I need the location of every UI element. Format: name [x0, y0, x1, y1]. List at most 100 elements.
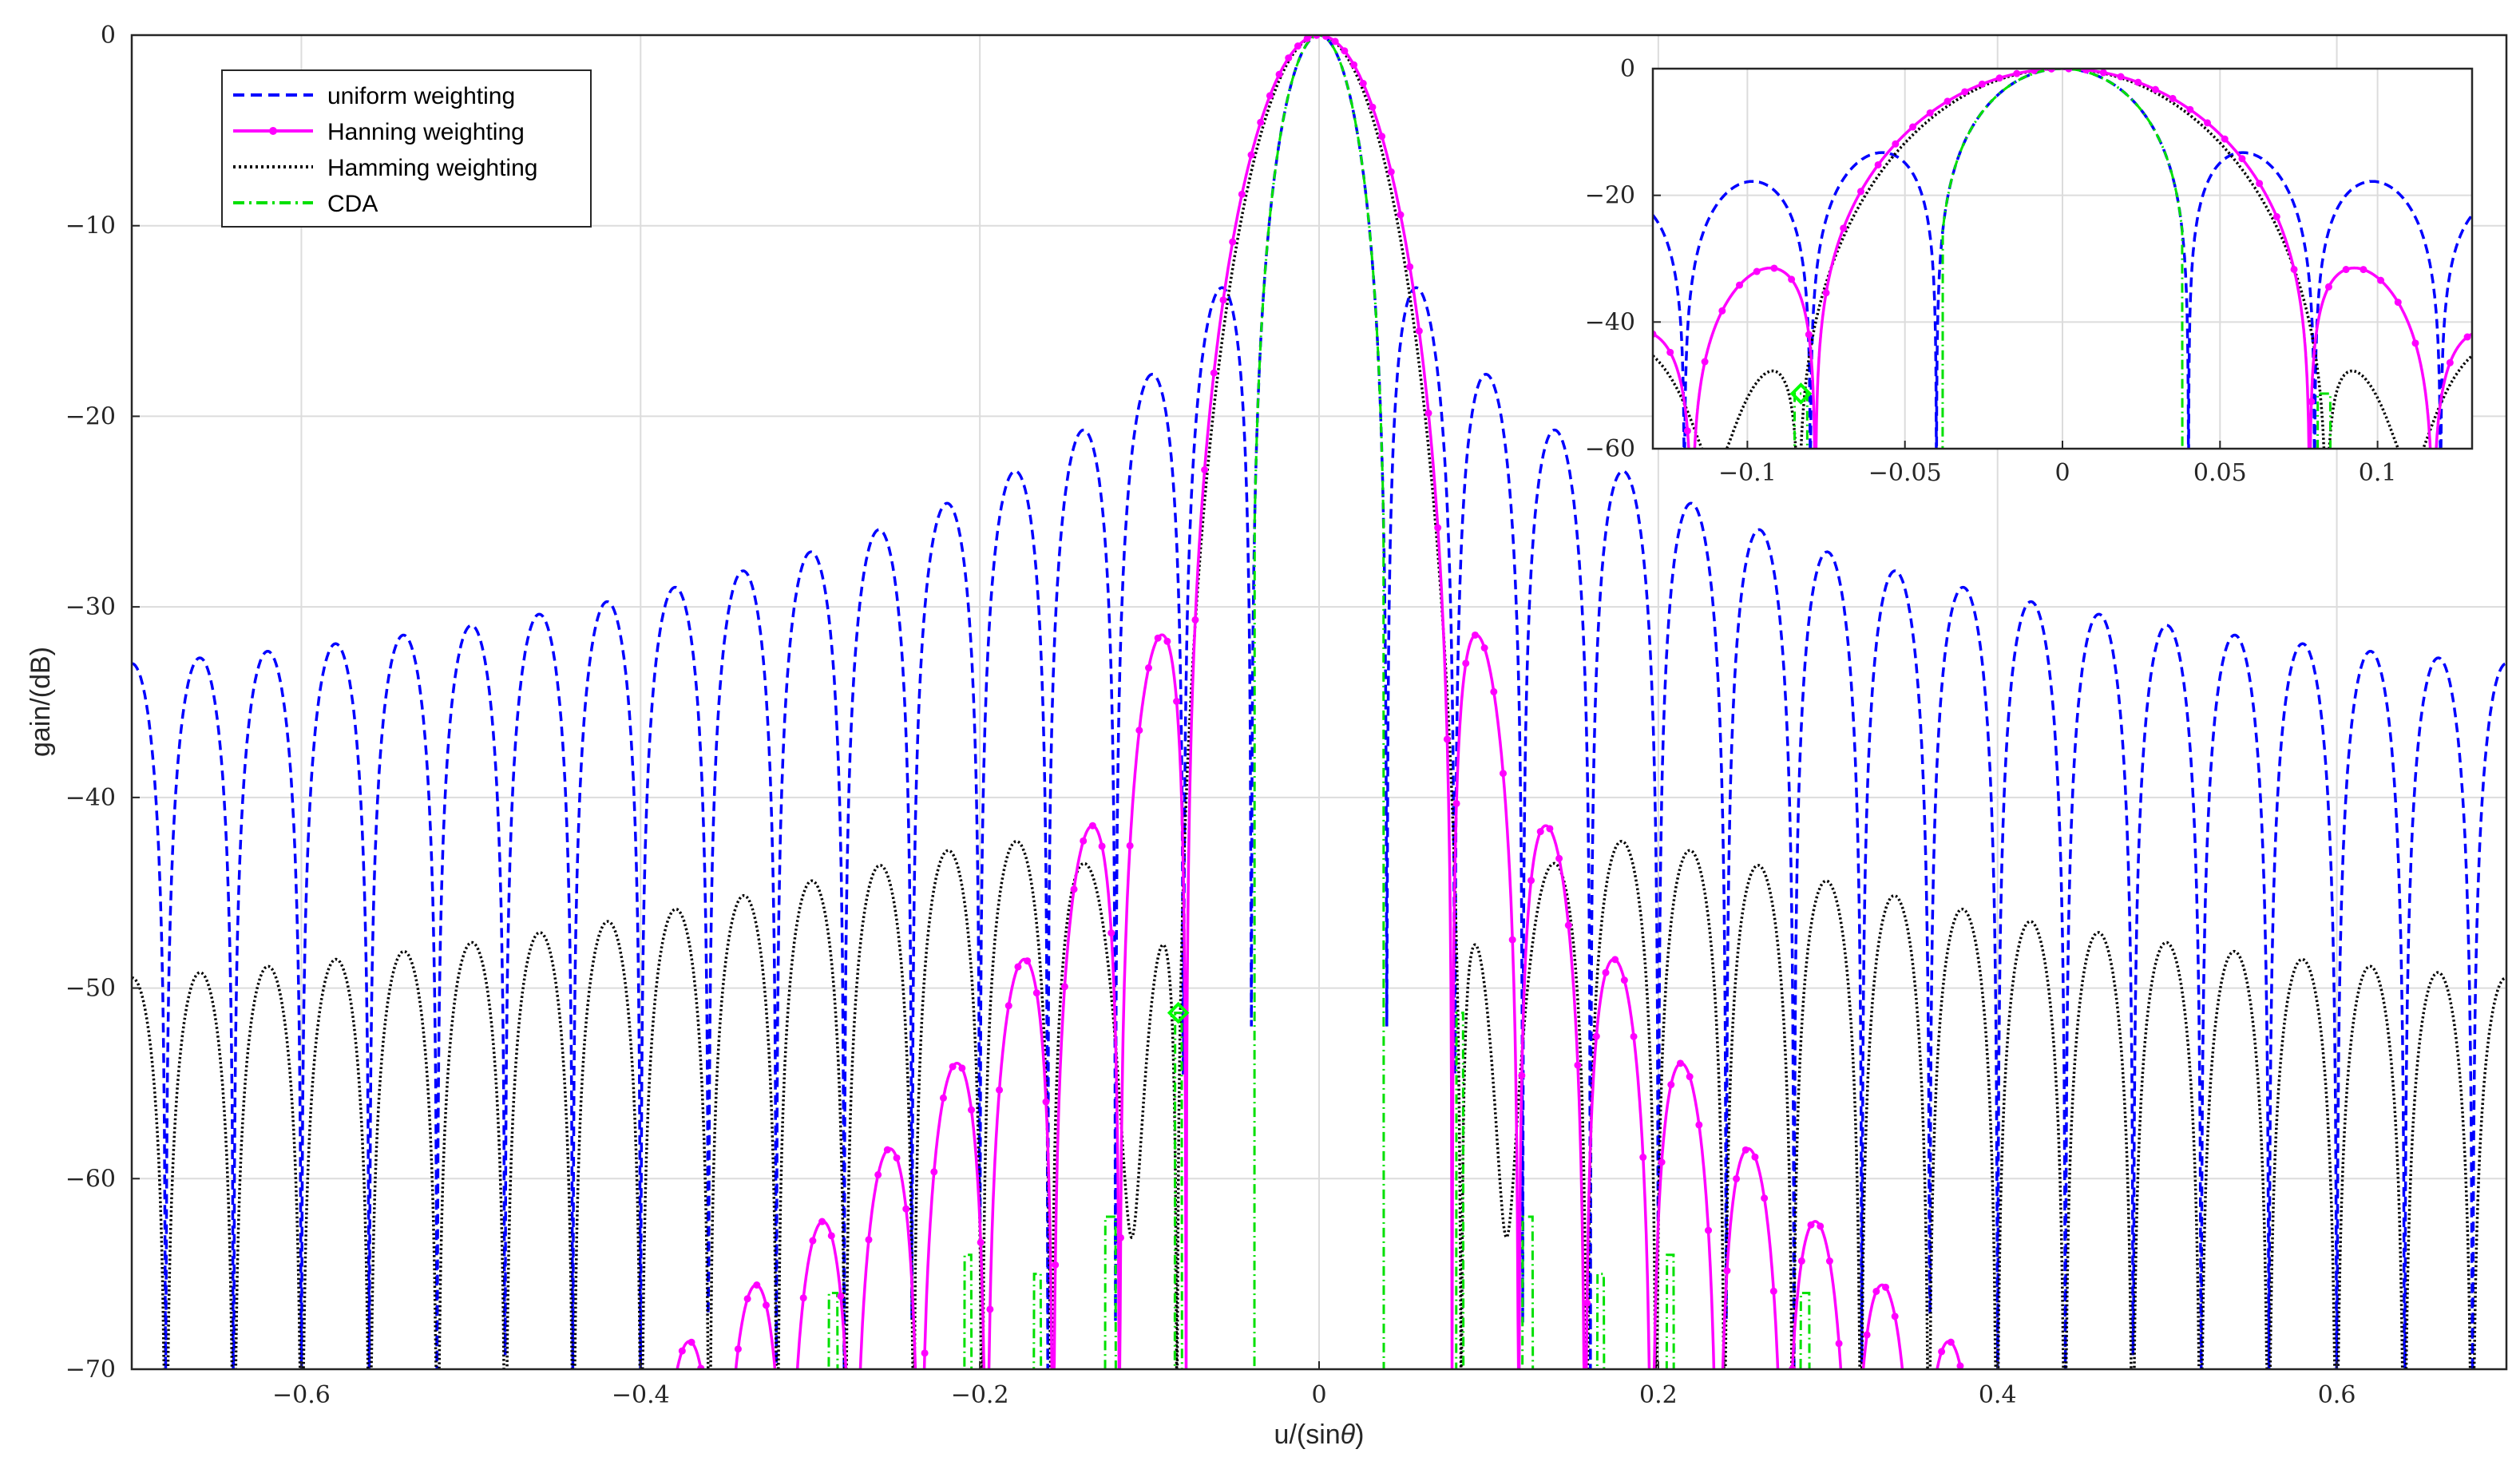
hanning-marker: [1173, 698, 1181, 706]
hanning-marker: [1434, 524, 1442, 532]
hanning-marker: [1956, 1362, 1964, 1369]
hanning-marker: [1191, 616, 1199, 624]
hanning-marker: [2099, 69, 2107, 77]
hanning-marker: [1285, 54, 1293, 62]
hanning-marker: [1555, 854, 1563, 862]
hanning-marker: [1874, 160, 1882, 168]
legend-entry-hanning: Hanning weighting: [233, 119, 525, 145]
y-tick-label: −20: [65, 402, 116, 430]
hanning-marker: [977, 1238, 985, 1246]
hanning-marker: [687, 1338, 695, 1346]
y-tick-label: −50: [65, 975, 116, 1003]
hanning-marker: [1536, 828, 1544, 836]
hanning-marker: [893, 1154, 901, 1162]
hanning-marker: [1490, 687, 1498, 695]
hanning-marker: [1331, 38, 1339, 46]
hanning-marker: [1736, 281, 1744, 289]
x-tick-label: −0.6: [272, 1381, 331, 1409]
hanning-marker: [1761, 1194, 1769, 1202]
hanning-marker: [1042, 1098, 1050, 1106]
hanning-marker: [697, 1364, 705, 1369]
hanning-marker: [2272, 212, 2280, 220]
y-tick-label: −30: [65, 593, 116, 621]
hanning-marker: [1788, 275, 1796, 283]
hanning-marker: [1856, 188, 1864, 196]
hanning-marker: [2360, 266, 2367, 274]
hanning-marker: [902, 1205, 910, 1213]
hanning-marker: [1378, 133, 1386, 141]
hanning-marker: [1797, 1257, 1805, 1265]
hanning-marker: [1583, 1299, 1591, 1307]
hanning-marker: [2324, 283, 2332, 291]
hanning-marker: [1145, 664, 1153, 672]
hanning-marker: [1088, 822, 1096, 830]
x-tick-label: −0.05: [1868, 459, 1942, 487]
hanning-marker: [799, 1294, 807, 1302]
hanning-marker: [1805, 331, 1813, 339]
hanning-marker: [874, 1170, 882, 1178]
hanning-marker: [2221, 135, 2229, 143]
hanning-marker: [1667, 1081, 1675, 1089]
x-tick-label: 0.05: [2193, 459, 2247, 487]
hanning-marker: [2377, 276, 2385, 284]
hanning-marker: [1753, 267, 1761, 275]
hanning-marker: [1564, 921, 1572, 929]
main-tick-labels: −0.6 −0.4 −0.2 0 0.2 0.4 0.6 0 −10 −20 −30 −40 −50 −6…: [65, 22, 2356, 1409]
y-tick-label: −60: [65, 1165, 116, 1193]
hanning-marker: [1926, 109, 1934, 117]
hanning-marker: [1004, 1002, 1012, 1010]
hanning-marker: [2204, 119, 2212, 127]
hanning-marker: [1658, 1158, 1666, 1166]
hanning-marker: [678, 1347, 686, 1355]
hanning-marker: [1891, 1313, 1899, 1321]
hanning-marker: [1611, 956, 1619, 964]
cda-diamond-marker: [1789, 382, 1813, 405]
hanning-marker: [1116, 1233, 1124, 1241]
legend-label-uniform: uniform weighting: [327, 83, 515, 109]
hanning-marker: [1676, 1059, 1684, 1067]
hanning-marker: [1840, 224, 1848, 232]
hanning-marker: [1723, 1267, 1731, 1275]
y-tick-label: 0: [1620, 55, 1635, 83]
hanning-marker: [1238, 190, 1246, 198]
hanning-marker: [1294, 42, 1302, 50]
hanning-marker: [1770, 264, 1778, 272]
hanning-marker: [2411, 339, 2419, 347]
hanning-marker: [2256, 180, 2264, 188]
x-tick-label: 0: [1311, 1381, 1326, 1409]
hanning-marker: [1546, 825, 1554, 833]
hanning-marker: [1872, 1287, 1880, 1295]
hanning-marker: [753, 1281, 761, 1289]
hanning-marker: [1080, 837, 1088, 845]
x-tick-label: 0.6: [2318, 1381, 2356, 1409]
hanning-marker: [1574, 1061, 1582, 1069]
legend-label-hamming: Hamming weighting: [327, 155, 537, 181]
hanning-marker: [1602, 968, 1610, 976]
hanning-marker: [865, 1236, 873, 1244]
hanning-marker: [809, 1237, 817, 1245]
hanning-marker: [1518, 1071, 1526, 1079]
hanning-marker: [1070, 885, 1078, 893]
hanning-marker: [1751, 1153, 1759, 1161]
main-series-group: [132, 35, 2506, 1369]
hanning-marker: [1247, 151, 1255, 159]
hanning-marker: [1024, 957, 1032, 965]
hanning-marker: [1219, 296, 1227, 304]
hanning-marker: [1126, 841, 1134, 849]
y-tick-label: −40: [65, 784, 116, 812]
hanning-marker: [1462, 659, 1470, 667]
hanning-marker: [1695, 1121, 1703, 1129]
hanning-marker: [1415, 327, 1423, 335]
legend-box: [221, 69, 592, 228]
hanning-marker: [1480, 643, 1488, 651]
hanning-marker: [1275, 70, 1283, 78]
hanning-marker: [2151, 85, 2159, 93]
hanning-marker: [1163, 637, 1171, 645]
hanning-marker: [996, 1086, 1004, 1094]
hanning-marker: [1321, 35, 1329, 40]
legend-entry-uniform: uniform weighting: [233, 83, 515, 109]
y-tick-label: −60: [1585, 435, 1635, 463]
hanning-marker: [1359, 80, 1367, 88]
inset-series-group: [1653, 69, 2472, 449]
hanning-marker: [1639, 1154, 1647, 1162]
